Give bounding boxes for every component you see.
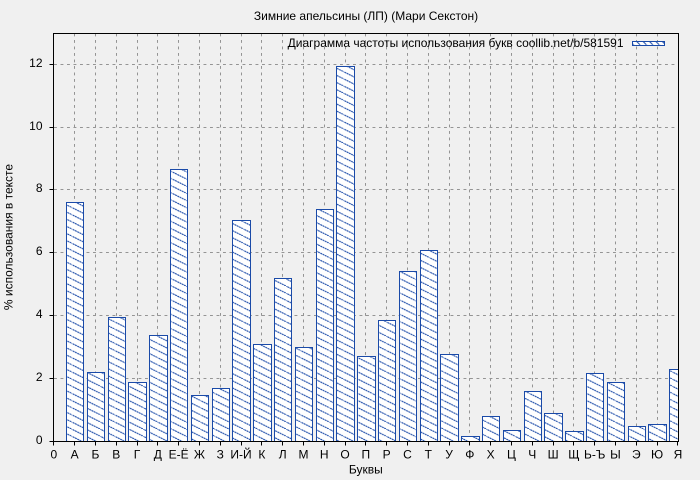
svg-text:Зимние апельсины (ЛП) (Мари Се: Зимние апельсины (ЛП) (Мари Секстон) — [254, 9, 478, 23]
svg-text:Н: Н — [320, 448, 329, 462]
svg-text:У: У — [445, 448, 453, 462]
svg-text:Я: Я — [674, 448, 683, 462]
svg-text:Ю: Ю — [651, 448, 663, 462]
svg-text:8: 8 — [36, 181, 43, 195]
svg-text:Буквы: Буквы — [349, 463, 383, 477]
svg-text:З: З — [217, 448, 224, 462]
svg-text:Ы: Ы — [610, 448, 621, 462]
svg-text:С: С — [403, 448, 412, 462]
svg-text:Л: Л — [279, 448, 287, 462]
svg-text:10: 10 — [29, 119, 43, 133]
svg-text:М: М — [298, 448, 308, 462]
svg-text:4: 4 — [36, 307, 43, 321]
svg-text:В: В — [112, 448, 120, 462]
svg-text:Щ: Щ — [568, 448, 579, 462]
svg-text:Ж: Ж — [194, 448, 205, 462]
svg-text:Ч: Ч — [528, 448, 536, 462]
svg-text:Ф: Ф — [465, 448, 474, 462]
svg-text:Ь-Ъ: Ь-Ъ — [584, 448, 605, 462]
svg-text:6: 6 — [36, 244, 43, 258]
svg-text:К: К — [258, 448, 265, 462]
svg-text:Диаграмма частоты использовани: Диаграмма частоты использования букв coo… — [288, 36, 624, 50]
svg-text:12: 12 — [29, 56, 43, 70]
svg-text:% использования в тексте: % использования в тексте — [2, 164, 16, 310]
svg-text:Г: Г — [134, 448, 141, 462]
svg-text:0: 0 — [50, 448, 57, 462]
svg-text:Т: Т — [425, 448, 433, 462]
svg-text:Х: Х — [487, 448, 495, 462]
svg-text:0: 0 — [36, 433, 43, 447]
svg-text:Б: Б — [91, 448, 99, 462]
svg-text:Ц: Ц — [507, 448, 516, 462]
svg-text:Э: Э — [632, 448, 641, 462]
svg-text:Д: Д — [154, 448, 162, 462]
svg-text:А: А — [71, 448, 79, 462]
svg-text:Р: Р — [383, 448, 391, 462]
svg-text:И-Й: И-Й — [230, 447, 251, 462]
svg-text:Е-Ё: Е-Ё — [169, 448, 189, 462]
svg-text:П: П — [362, 448, 371, 462]
svg-text:Ш: Ш — [548, 448, 559, 462]
svg-text:2: 2 — [36, 370, 43, 384]
svg-text:О: О — [340, 448, 349, 462]
